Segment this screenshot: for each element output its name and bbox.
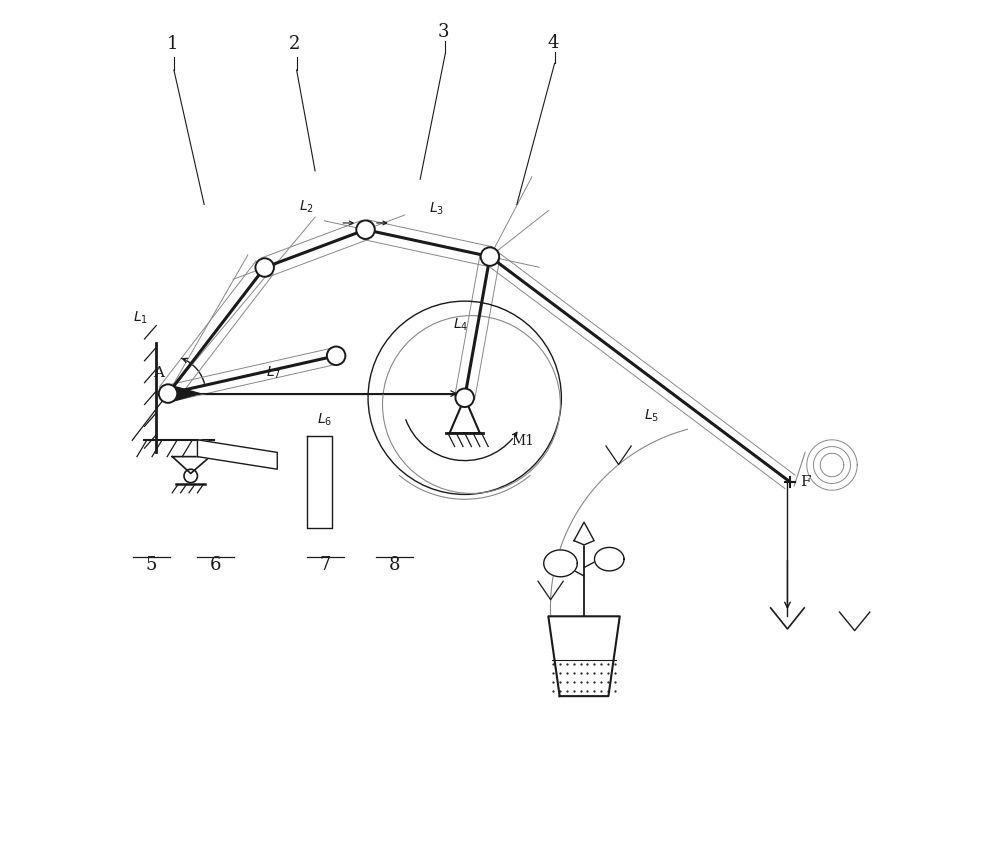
Text: 1: 1: [166, 36, 178, 53]
Circle shape: [327, 347, 345, 365]
Text: 7: 7: [320, 556, 331, 574]
Text: $L_1$: $L_1$: [133, 310, 148, 327]
Circle shape: [356, 221, 375, 239]
Text: 6: 6: [210, 556, 222, 574]
Text: 4: 4: [547, 34, 559, 52]
Text: $L_2$: $L_2$: [299, 199, 314, 215]
Text: $L_6$: $L_6$: [317, 412, 332, 428]
Text: $L_4$: $L_4$: [453, 316, 468, 332]
Circle shape: [255, 258, 274, 277]
Text: A: A: [153, 365, 164, 380]
Text: $L_3$: $L_3$: [429, 201, 445, 217]
Polygon shape: [544, 550, 577, 577]
Text: F: F: [800, 475, 811, 489]
Polygon shape: [574, 522, 594, 545]
Text: 2: 2: [289, 36, 301, 53]
Polygon shape: [197, 440, 277, 470]
Circle shape: [455, 388, 474, 407]
Circle shape: [481, 247, 499, 266]
Text: $L_7$: $L_7$: [266, 365, 281, 381]
Polygon shape: [548, 616, 620, 696]
Polygon shape: [595, 547, 624, 571]
Polygon shape: [307, 436, 332, 528]
Text: $L_5$: $L_5$: [644, 408, 659, 425]
Text: 5: 5: [146, 556, 157, 574]
Text: 8: 8: [389, 556, 401, 574]
Circle shape: [159, 384, 177, 403]
Text: 3: 3: [438, 23, 449, 41]
Polygon shape: [170, 385, 200, 402]
Text: M1: M1: [511, 435, 534, 448]
